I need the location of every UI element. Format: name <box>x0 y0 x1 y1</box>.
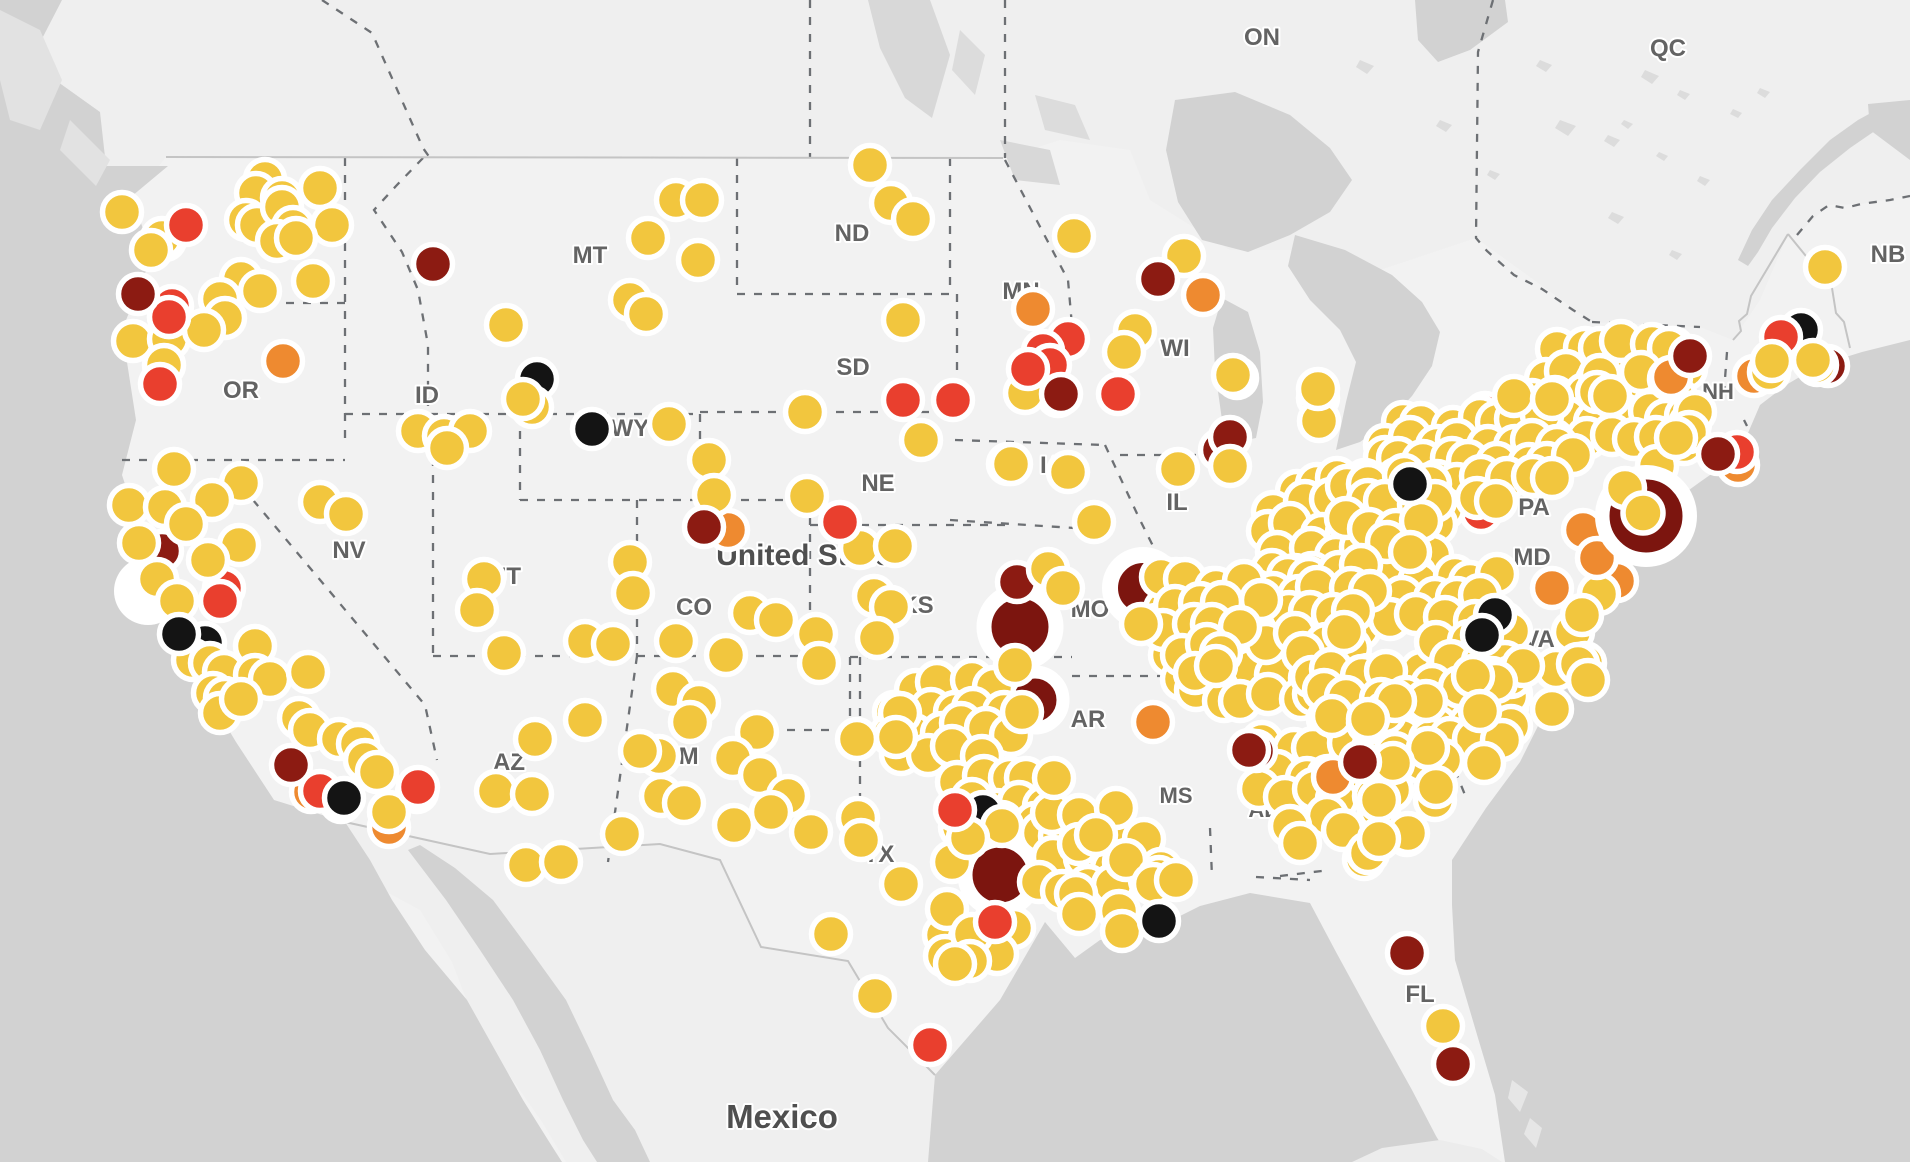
svg-text:IL: IL <box>1166 489 1187 516</box>
svg-text:Mexico: Mexico <box>726 1098 838 1135</box>
svg-text:SD: SD <box>836 354 869 381</box>
svg-text:ID: ID <box>415 382 439 409</box>
svg-text:ND: ND <box>835 220 870 247</box>
svg-text:MS: MS <box>1160 783 1193 808</box>
svg-text:ON: ON <box>1244 24 1280 51</box>
svg-text:WI: WI <box>1160 335 1189 362</box>
svg-text:NV: NV <box>332 537 365 564</box>
svg-text:NB: NB <box>1871 241 1906 268</box>
svg-text:NH: NH <box>1702 379 1734 404</box>
svg-text:OR: OR <box>223 377 259 404</box>
svg-text:CO: CO <box>676 594 712 621</box>
svg-text:FL: FL <box>1405 981 1434 1008</box>
svg-text:AR: AR <box>1071 706 1106 733</box>
svg-text:MT: MT <box>573 242 608 269</box>
svg-text:QC: QC <box>1650 35 1686 62</box>
svg-text:NE: NE <box>861 470 894 497</box>
svg-text:WY: WY <box>611 415 650 442</box>
